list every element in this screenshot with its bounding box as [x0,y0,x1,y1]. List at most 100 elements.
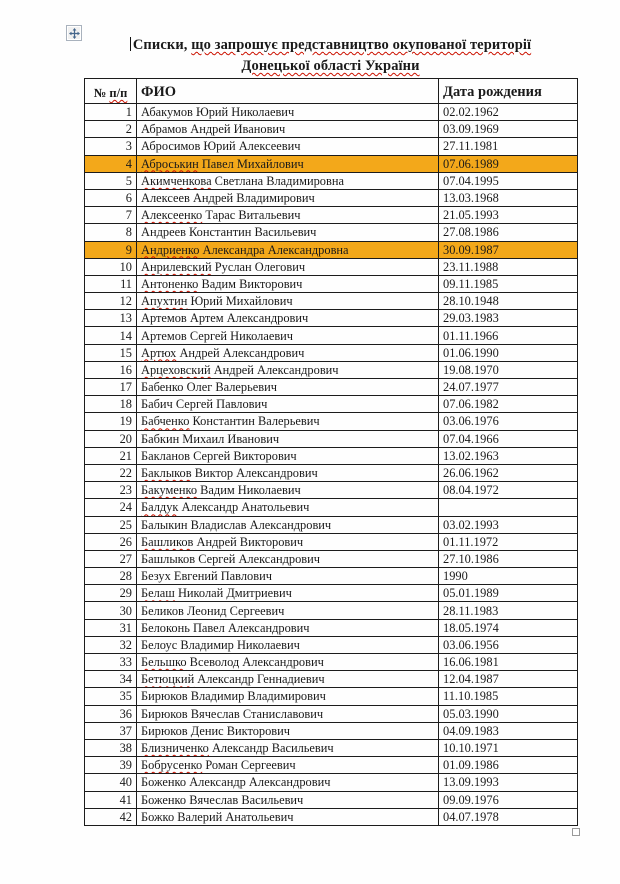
row-number-cell[interactable]: 33 [84,652,137,672]
row-dob-cell[interactable]: 12.04.1987 [438,670,578,689]
row-name-cell[interactable]: Артемов Сергей Николаевич [136,326,439,345]
row-dob-cell[interactable]: 13.02.1963 [438,446,578,465]
row-dob-cell[interactable]: 05.01.1989 [438,584,578,603]
table-move-handle[interactable] [66,25,82,41]
row-dob-cell[interactable]: 05.03.1990 [438,704,578,723]
row-name-cell[interactable]: Баклыков Виктор Александрович [136,463,439,483]
row-name-cell[interactable]: Бельшко Всеволод Александрович [136,652,439,672]
row-number-cell[interactable]: 12 [84,292,137,311]
row-name-cell[interactable]: Бирюков Денис Викторович [136,721,439,740]
row-name-cell[interactable]: Антоненко Вадим Викторович [136,274,439,294]
row-dob-cell[interactable]: 11.10.1985 [438,687,578,706]
header-date-of-birth[interactable]: Дата рождения [438,78,578,104]
row-name-cell[interactable]: Бакуменко Вадим Николаевич [136,481,439,500]
row-name-cell[interactable]: Бетюцкий Александр Геннадиевич [136,670,439,689]
row-dob-cell[interactable]: 23.11.1988 [438,257,578,276]
row-name-cell[interactable]: Бабкин Михаил Иванович [136,429,439,448]
row-name-cell[interactable]: Башлыков Сергей Александрович [136,549,439,569]
row-dob-cell[interactable]: 21.05.1993 [438,206,578,225]
row-number-cell[interactable]: 32 [84,635,137,655]
row-name-cell[interactable]: Бабенко Олег Валерьевич [136,377,439,397]
row-number-cell[interactable]: 19 [84,412,137,431]
row-dob-cell[interactable]: 04.07.1978 [438,807,578,826]
row-number-cell[interactable]: 21 [84,446,137,465]
row-name-cell[interactable]: Бобрусенко Роман Сергеевич [136,756,439,775]
row-number-cell[interactable]: 3 [84,137,137,156]
row-name-cell[interactable]: Абросимов Юрий Алексеевич [136,137,439,156]
row-name-cell[interactable]: Алексеенко Тарас Витальевич [136,206,439,225]
row-name-cell[interactable]: Белаш Николай Дмитриевич [136,584,439,603]
row-dob-cell[interactable]: 04.09.1983 [438,721,578,740]
row-dob-cell[interactable]: 07.04.1966 [438,429,578,448]
row-number-cell[interactable]: 11 [84,274,137,294]
row-dob-cell[interactable]: 01.11.1966 [438,326,578,345]
row-number-cell[interactable]: 40 [84,773,137,792]
row-name-cell[interactable]: Боженко Александр Александрович [136,773,439,792]
row-dob-cell[interactable]: 29.03.1983 [438,309,578,328]
row-number-cell[interactable]: 27 [84,549,137,569]
row-dob-cell[interactable]: 13.09.1993 [438,773,578,792]
row-number-cell[interactable]: 29 [84,584,137,603]
row-name-cell[interactable]: Беликов Леонид Сергеевич [136,601,439,620]
row-number-cell[interactable]: 23 [84,481,137,500]
row-dob-cell[interactable]: 08.04.1972 [438,481,578,500]
row-name-cell[interactable]: Бабченко Константин Валерьевич [136,412,439,431]
row-number-cell[interactable]: 25 [84,515,137,534]
row-number-cell[interactable]: 34 [84,670,137,689]
row-name-cell[interactable]: Безух Евгений Павлович [136,567,439,586]
row-dob-cell[interactable]: 19.08.1970 [438,360,578,380]
row-dob-cell[interactable]: 13.03.1968 [438,188,578,208]
row-number-cell[interactable]: 6 [84,188,137,208]
row-number-cell[interactable]: 28 [84,567,137,586]
row-dob-cell[interactable]: 01.09.1986 [438,756,578,775]
row-name-cell[interactable]: Апухтин Юрий Михайлович [136,292,439,311]
row-number-cell[interactable]: 1 [84,102,137,122]
row-dob-cell[interactable]: 03.02.1993 [438,515,578,534]
row-name-cell[interactable]: Бакланов Сергей Викторович [136,446,439,465]
row-name-cell[interactable]: Абрамов Андрей Иванович [136,120,439,139]
row-number-cell[interactable]: 14 [84,326,137,345]
row-number-cell[interactable]: 15 [84,343,137,362]
row-dob-cell[interactable]: 09.11.1985 [438,274,578,294]
row-name-cell[interactable]: Белоус Владимир Николаевич [136,635,439,655]
header-row-number[interactable]: № п/п [84,78,137,104]
row-name-cell[interactable]: Бирюков Вячеслав Станиславович [136,704,439,723]
row-name-cell[interactable]: Алексеев Андрей Владимирович [136,188,439,208]
row-name-cell[interactable]: Близниченко Александр Васильевич [136,738,439,758]
row-name-cell[interactable]: Аброськин Павел Михайлович [136,154,439,173]
row-number-cell[interactable]: 13 [84,309,137,328]
row-number-cell[interactable]: 5 [84,171,137,190]
row-dob-cell[interactable]: 01.06.1990 [438,343,578,362]
row-name-cell[interactable]: Акимченкова Светлана Владимировна [136,171,439,190]
row-number-cell[interactable]: 20 [84,429,137,448]
row-dob-cell[interactable]: 1990 [438,567,578,586]
row-number-cell[interactable]: 41 [84,790,137,809]
row-dob-cell[interactable]: 03.06.1976 [438,412,578,431]
row-number-cell[interactable]: 7 [84,206,137,225]
document-title[interactable]: Списки, що запрошує представництво окупо… [84,35,577,77]
row-dob-cell[interactable]: 27.11.1981 [438,137,578,156]
header-name[interactable]: ФИО [136,78,439,104]
row-number-cell[interactable]: 42 [84,807,137,826]
row-name-cell[interactable]: Белоконь Павел Александрович [136,618,439,637]
row-dob-cell[interactable]: 30.09.1987 [438,240,578,259]
row-name-cell[interactable]: Анрилевский Руслан Олегович [136,257,439,276]
row-name-cell[interactable]: Арцеховский Андрей Александрович [136,360,439,380]
row-dob-cell[interactable]: 01.11.1972 [438,532,578,551]
row-number-cell[interactable]: 9 [84,240,137,259]
row-name-cell[interactable]: Боженко Вячеслав Васильевич [136,790,439,809]
row-number-cell[interactable]: 31 [84,618,137,637]
row-number-cell[interactable]: 4 [84,154,137,173]
row-number-cell[interactable]: 8 [84,223,137,242]
row-number-cell[interactable]: 2 [84,120,137,139]
row-dob-cell[interactable]: 07.06.1989 [438,154,578,173]
row-dob-cell[interactable]: 02.02.1962 [438,102,578,122]
row-name-cell[interactable]: Андреев Константин Васильевич [136,223,439,242]
row-number-cell[interactable]: 18 [84,395,137,414]
row-name-cell[interactable]: Балдук Александр Анатольевич [136,498,439,517]
row-dob-cell[interactable]: 09.09.1976 [438,790,578,809]
row-name-cell[interactable]: Башликов Андрей Викторович [136,532,439,551]
row-dob-cell[interactable]: 28.11.1983 [438,601,578,620]
table-resize-handle[interactable] [572,828,580,836]
row-name-cell[interactable]: Божко Валерий Анатольевич [136,807,439,826]
